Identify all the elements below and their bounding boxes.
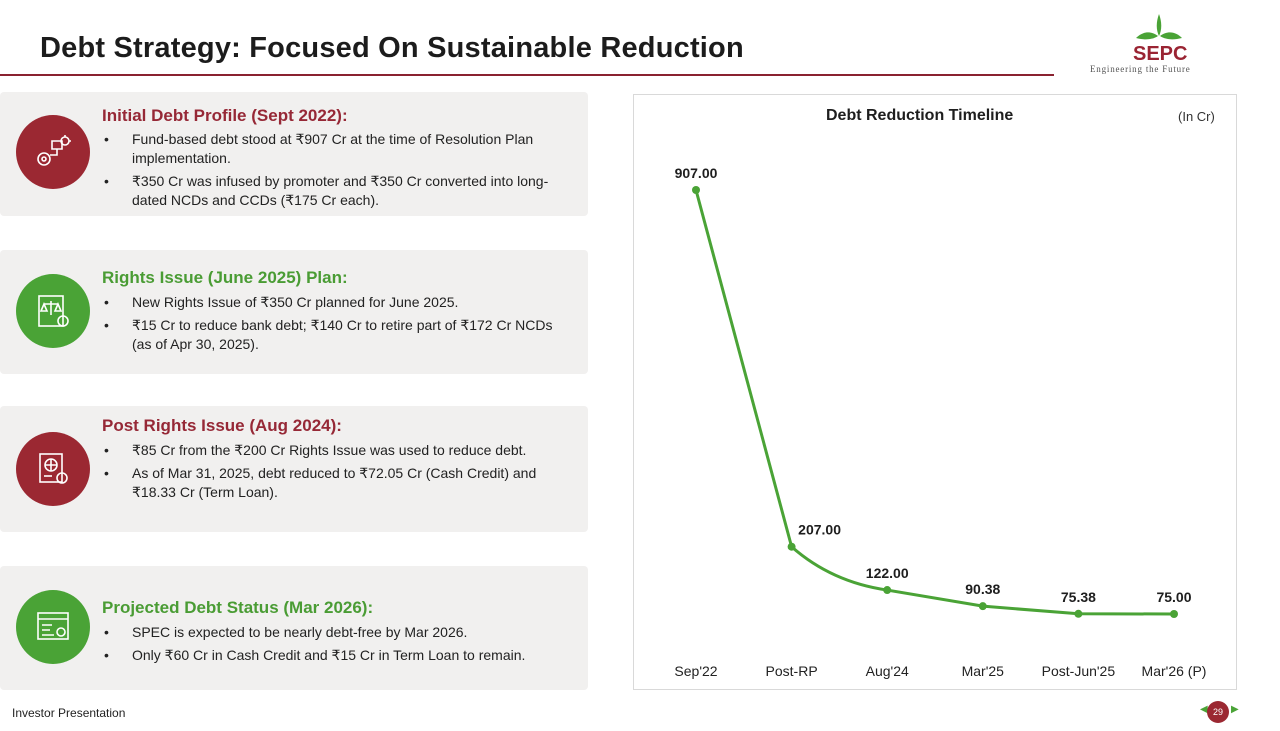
logo-name: SEPC <box>1133 43 1188 65</box>
x-tick-label: Sep'22 <box>674 663 717 679</box>
x-tick-label: Aug'24 <box>866 663 909 679</box>
footer-label: Investor Presentation <box>12 706 126 720</box>
list-item: ₹15 Cr to reduce bank debt; ₹140 Cr to r… <box>102 316 562 354</box>
next-page-icon[interactable]: ▶ <box>1231 704 1239 715</box>
data-label: 75.38 <box>1061 589 1096 605</box>
x-tick-label: Mar'25 <box>962 663 1005 679</box>
document-globe-icon <box>16 432 90 506</box>
series-line <box>694 189 1175 616</box>
card-title: Projected Debt Status (Mar 2026): <box>102 598 374 617</box>
data-point <box>978 602 987 611</box>
bullet-list: New Rights Issue of ₹350 Cr planned for … <box>102 293 562 358</box>
x-tick-label: Post-Jun'25 <box>1042 663 1116 679</box>
prev-page-icon[interactable]: ◀ <box>1200 704 1208 715</box>
leaf-logo-icon <box>1136 14 1182 40</box>
card-title: Rights Issue (June 2025) Plan: <box>102 268 348 287</box>
data-label: 207.00 <box>798 522 841 538</box>
data-point <box>692 186 700 194</box>
legal-scales-document-icon <box>16 274 90 348</box>
bullet-list: Fund-based debt stood at ₹907 Cr at the … <box>102 130 562 214</box>
card-projected-debt-status: Projected Debt Status (Mar 2026): SPEC i… <box>0 566 588 690</box>
list-item: SPEC is expected to be nearly debt-free … <box>102 623 582 642</box>
data-point <box>787 542 796 551</box>
data-label: 122.00 <box>866 565 909 581</box>
logo-tagline: Engineering the Future <box>1090 64 1191 74</box>
card-title: Initial Debt Profile (Sept 2022): <box>102 106 348 125</box>
data-point <box>1170 610 1178 618</box>
strategy-gears-icon <box>16 115 90 189</box>
title-divider <box>0 74 1054 76</box>
card-initial-debt-profile: Initial Debt Profile (Sept 2022): Fund-b… <box>0 92 588 216</box>
data-label: 90.38 <box>965 581 1000 597</box>
page-number: 29 <box>1207 701 1229 723</box>
data-point <box>1074 609 1083 618</box>
card-rights-issue-plan: Rights Issue (June 2025) Plan: New Right… <box>0 250 588 374</box>
x-tick-label: Post-RP <box>766 663 818 679</box>
data-label: 75.00 <box>1156 589 1191 605</box>
bullet-list: SPEC is expected to be nearly debt-free … <box>102 623 582 669</box>
debt-line-chart: 907.00 Sep'22 207.00 Post-RP 122.00 Aug'24 90.… <box>674 165 1207 679</box>
list-item: Only ₹60 Cr in Cash Credit and ₹15 Cr in… <box>102 646 582 665</box>
project-board-icon <box>16 590 90 664</box>
list-item: As of Mar 31, 2025, debt reduced to ₹72.… <box>102 464 562 502</box>
list-item: ₹350 Cr was infused by promoter and ₹350… <box>102 172 562 210</box>
data-label: 907.00 <box>675 165 718 181</box>
list-item: New Rights Issue of ₹350 Cr planned for … <box>102 293 562 312</box>
list-item: Fund-based debt stood at ₹907 Cr at the … <box>102 130 562 168</box>
bullet-list: ₹85 Cr from the ₹200 Cr Rights Issue was… <box>102 441 562 506</box>
chart-title: Debt Reduction Timeline <box>826 107 1014 124</box>
chart-panel <box>633 94 1237 690</box>
card-post-rights-issue: Post Rights Issue (Aug 2024): ₹85 Cr fro… <box>0 406 588 532</box>
x-tick-label: Mar'26 (P) <box>1142 663 1207 679</box>
data-point <box>883 586 892 595</box>
company-logo: SEPC Engineering the Future <box>1090 12 1240 78</box>
chart-unit: (In Cr) <box>1178 109 1215 124</box>
list-item: ₹85 Cr from the ₹200 Cr Rights Issue was… <box>102 441 562 460</box>
page-title: Debt Strategy: Focused On Sustainable Re… <box>40 32 744 64</box>
card-title: Post Rights Issue (Aug 2024): <box>102 416 342 435</box>
